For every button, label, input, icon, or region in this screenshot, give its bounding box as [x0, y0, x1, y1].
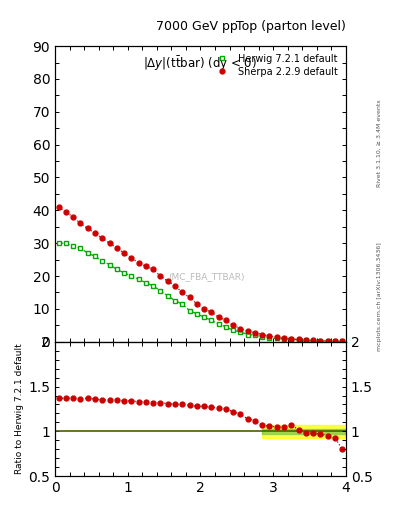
Legend: Herwig 7.2.1 default, Sherpa 2.2.9 default: Herwig 7.2.1 default, Sherpa 2.2.9 defau… [207, 51, 341, 80]
Y-axis label: Ratio to Herwig 7.2.1 default: Ratio to Herwig 7.2.1 default [15, 344, 24, 474]
Text: Top (parton level): Top (parton level) [236, 20, 346, 33]
Text: mcplots.cern.ch [arXiv:1306.3436]: mcplots.cern.ch [arXiv:1306.3436] [377, 243, 382, 351]
Text: $|\Delta y|$(t$\bar{\mathregular{t}}$bar) (dy < 0): $|\Delta y|$(t$\bar{\mathregular{t}}$bar… [143, 55, 257, 73]
Text: 7000 GeV pp: 7000 GeV pp [156, 20, 237, 33]
Text: Rivet 3.1.10, ≥ 3.4M events: Rivet 3.1.10, ≥ 3.4M events [377, 99, 382, 187]
Text: (MC_FBA_TTBAR): (MC_FBA_TTBAR) [168, 272, 244, 281]
